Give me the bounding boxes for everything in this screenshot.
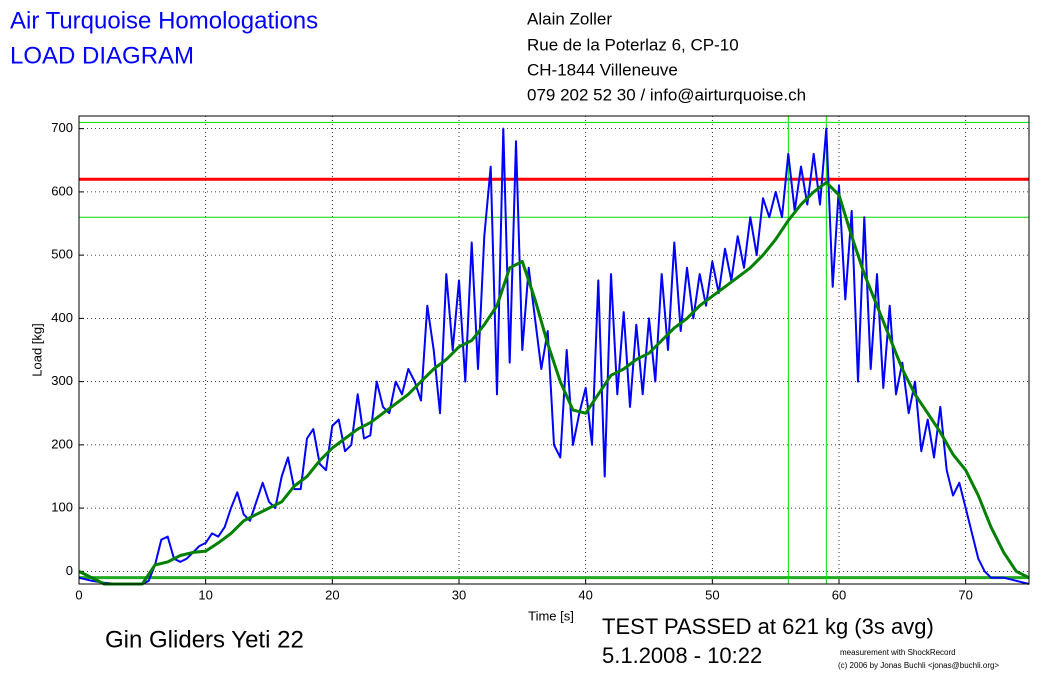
test-date: 5.1.2008 - 10:22 bbox=[602, 643, 762, 668]
y-axis-label: Load [kg] bbox=[29, 323, 44, 377]
x-tick-label: 10 bbox=[198, 587, 212, 602]
x-axis-label: Time [s] bbox=[528, 608, 574, 623]
x-tick-label: 50 bbox=[705, 587, 719, 602]
data-line bbox=[78, 180, 1030, 586]
y-tick-label: 400 bbox=[51, 310, 73, 325]
x-tick-label: 0 bbox=[75, 587, 82, 602]
x-tick-label: 60 bbox=[832, 587, 846, 602]
y-tick-label: 0 bbox=[66, 563, 73, 578]
y-tick-label: 100 bbox=[51, 500, 73, 515]
y-tick-label: 300 bbox=[51, 373, 73, 388]
address-line: CH-1844 Villeneuve bbox=[527, 60, 678, 79]
y-tick-label: 500 bbox=[51, 247, 73, 262]
y-tick-label: 600 bbox=[51, 183, 73, 198]
data-line bbox=[78, 127, 1030, 585]
chart-subtitle: LOAD DIAGRAM bbox=[10, 42, 194, 69]
x-tick-label: 30 bbox=[452, 587, 466, 602]
credit: measurement with ShockRecord bbox=[840, 648, 956, 657]
test-result: TEST PASSED at 621 kg (3s avg) bbox=[602, 614, 934, 639]
address-line: 079 202 52 30 / info@airturquoise.ch bbox=[527, 85, 806, 104]
y-tick-label: 700 bbox=[51, 120, 73, 135]
address-line: Alain Zoller bbox=[527, 9, 612, 28]
address-line: Rue de la Poterlaz 6, CP-10 bbox=[527, 35, 739, 54]
x-tick-label: 70 bbox=[958, 587, 972, 602]
x-tick-label: 40 bbox=[578, 587, 592, 602]
glider-name: Gin Gliders Yeti 22 bbox=[105, 626, 304, 653]
y-tick-label: 200 bbox=[51, 436, 73, 451]
x-tick-label: 20 bbox=[325, 587, 339, 602]
chart-title: Air Turquoise Homologations bbox=[10, 7, 318, 34]
credit: (c) 2006 by Jonas Buchli <jonas@buchli.o… bbox=[838, 661, 999, 670]
plot-frame bbox=[78, 115, 1030, 585]
